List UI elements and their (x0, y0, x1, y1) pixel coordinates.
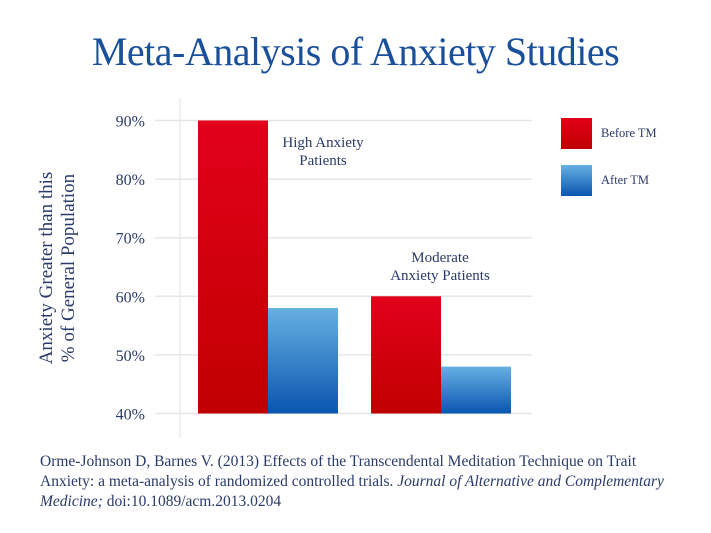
category-annotation: High Anxiety (282, 135, 364, 151)
legend: Before TM After TM (561, 118, 657, 196)
citation-journal: Journal of Alternative and Complementary… (40, 473, 664, 510)
legend-swatch (561, 165, 592, 196)
category-annotation: Moderate (411, 250, 469, 266)
category-annotation: Patients (299, 153, 347, 169)
bars (198, 120, 511, 414)
legend-label: After TM (601, 173, 649, 187)
y-tick-label: 70% (116, 231, 145, 248)
y-tick-label: 90% (116, 114, 145, 131)
category-annotation: Anxiety Patients (390, 268, 490, 284)
chart-title: Meta-Analysis of Anxiety Studies (91, 29, 620, 74)
y-tick-labels: 40% 50% 60% 70% 80% 90% (116, 114, 145, 424)
y-tick-label: 50% (116, 348, 145, 365)
y-tick-label: 40% (116, 407, 145, 424)
bar-after-tm (441, 366, 511, 414)
citation: Orme-Johnson D, Barnes V. (2013) Effects… (40, 452, 680, 512)
category-annotations: High Anxiety Patients Moderate Anxiety Pati… (282, 135, 490, 284)
citation-text: Orme-Johnson D, Barnes V. (2013) Effects… (40, 453, 637, 490)
citation-doi: doi:10.1089/acm.2013.0204 (102, 493, 282, 510)
y-tick-label: 60% (116, 289, 145, 306)
y-tick-label: 80% (116, 172, 145, 189)
legend-label: Before TM (601, 126, 657, 140)
bar-before-tm (371, 296, 441, 414)
bar-before-tm (198, 120, 268, 414)
legend-swatch (561, 118, 592, 149)
bar-after-tm (268, 308, 338, 414)
